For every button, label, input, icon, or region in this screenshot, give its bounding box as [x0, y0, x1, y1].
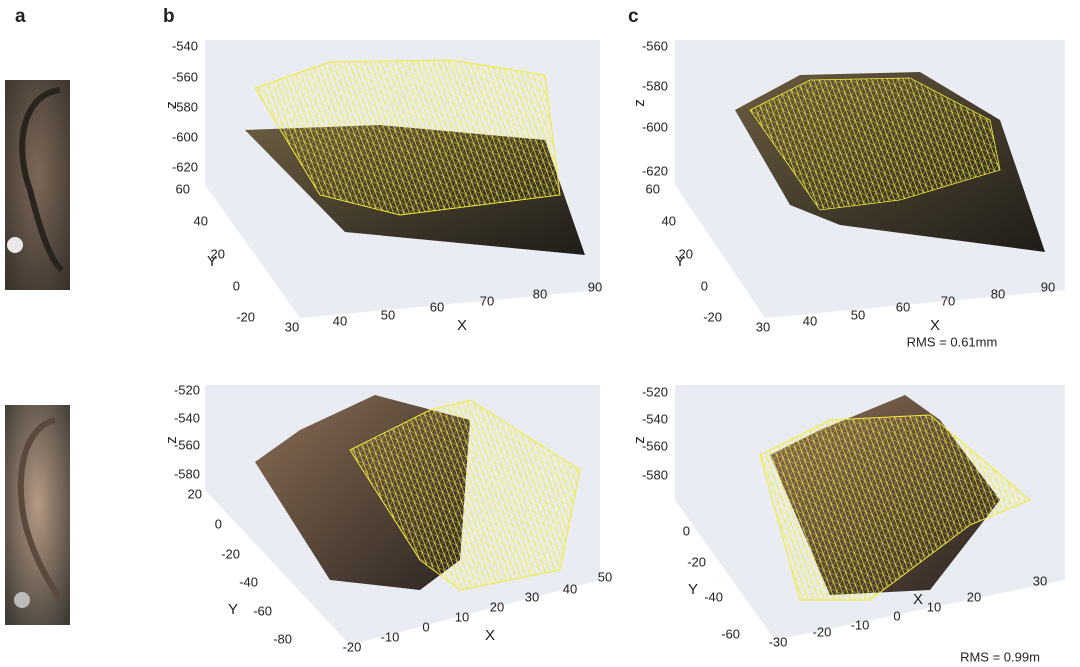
x-tick-label: -10 — [851, 617, 870, 632]
y-tick-label: 40 — [662, 213, 676, 228]
y-tick-label: 0 — [701, 278, 708, 293]
z-tick-label: -560 — [172, 69, 198, 84]
y-tick-label: 60 — [646, 181, 660, 196]
x-tick-label: 30 — [285, 319, 299, 334]
x-tick-label: 30 — [1033, 573, 1047, 588]
z-tick-label: -580 — [642, 78, 668, 93]
x-tick-label: 40 — [563, 581, 577, 596]
z-axis-label: z — [631, 99, 648, 107]
z-axis-label: z — [163, 436, 180, 444]
z-tick-label: -520 — [174, 382, 200, 397]
z-tick-label: -520 — [642, 384, 668, 399]
x-tick-label: 30 — [525, 589, 539, 604]
figure: abc-540-560-580-600-6206040200-203040506… — [0, 0, 1080, 667]
z-axis-label: z — [631, 436, 648, 444]
z-tick-label: -560 — [642, 38, 668, 53]
x-tick-label: 50 — [851, 307, 865, 322]
z-tick-label: -600 — [642, 119, 668, 134]
x-tick-label: 70 — [480, 293, 494, 308]
x-tick-label: -20 — [343, 639, 362, 654]
rms-note: RMS = 0.99m — [960, 649, 1040, 664]
y-axis-label: Y — [688, 581, 698, 598]
x-tick-label: 0 — [422, 619, 429, 634]
x-tick-label: 50 — [598, 569, 612, 584]
rms-note: RMS = 0.61mm — [907, 334, 998, 349]
y-tick-label: -20 — [703, 309, 722, 324]
x-tick-label: 20 — [490, 599, 504, 614]
panel-label: a — [15, 6, 26, 27]
x-tick-label: 80 — [991, 286, 1005, 301]
x-tick-label: 60 — [430, 299, 444, 314]
z-tick-label: -540 — [174, 410, 200, 425]
y-tick-label: -60 — [253, 603, 272, 618]
y-tick-label: -80 — [273, 631, 292, 646]
z-tick-label: -600 — [172, 129, 198, 144]
z-axis-label: z — [163, 101, 180, 109]
x-tick-label: -20 — [813, 624, 832, 639]
panel-label: b — [163, 6, 175, 27]
x-tick-label: 50 — [381, 307, 395, 322]
panel-label: c — [628, 6, 639, 27]
z-tick-label: -580 — [174, 466, 200, 481]
z-tick-label: -540 — [642, 411, 668, 426]
y-tick-label: -20 — [221, 546, 240, 561]
x-tick-label: -10 — [381, 629, 400, 644]
x-tick-label: 30 — [756, 319, 770, 334]
y-tick-label: -40 — [704, 589, 723, 604]
y-axis-label: Y — [675, 253, 685, 270]
z-tick-label: -540 — [172, 38, 198, 53]
x-tick-label: 70 — [941, 293, 955, 308]
x-tick-label: 80 — [533, 286, 547, 301]
x-tick-label: -30 — [769, 634, 788, 649]
y-tick-label: -20 — [236, 309, 255, 324]
y-tick-label: 0 — [233, 278, 240, 293]
y-tick-label: 0 — [215, 516, 222, 531]
y-axis-label: Y — [228, 601, 238, 618]
z-tick-label: -580 — [642, 467, 668, 482]
y-tick-label: 0 — [683, 523, 690, 538]
x-tick-label: 10 — [455, 609, 469, 624]
y-tick-label: 60 — [176, 181, 190, 196]
y-tick-label: -40 — [239, 574, 258, 589]
x-axis-label: X — [457, 317, 467, 334]
y-tick-label: -60 — [721, 626, 740, 641]
x-axis-label: X — [930, 317, 940, 334]
x-axis-label: X — [913, 591, 923, 608]
x-tick-label: 90 — [1041, 279, 1055, 294]
x-axis-label: X — [485, 627, 495, 644]
ear-photo — [5, 405, 70, 625]
x-tick-label: 40 — [803, 313, 817, 328]
y-axis-label: Y — [207, 253, 217, 270]
z-tick-label: -620 — [642, 163, 668, 178]
x-tick-label: 10 — [927, 599, 941, 614]
y-tick-label: 40 — [194, 213, 208, 228]
y-tick-label: 20 — [188, 486, 202, 501]
x-tick-label: 20 — [967, 589, 981, 604]
y-tick-label: -20 — [687, 554, 706, 569]
x-tick-label: 0 — [893, 608, 900, 623]
x-tick-label: 90 — [588, 279, 602, 294]
z-tick-label: -620 — [172, 159, 198, 174]
ear-photo — [5, 80, 70, 290]
x-tick-label: 40 — [333, 313, 347, 328]
x-tick-label: 60 — [896, 299, 910, 314]
